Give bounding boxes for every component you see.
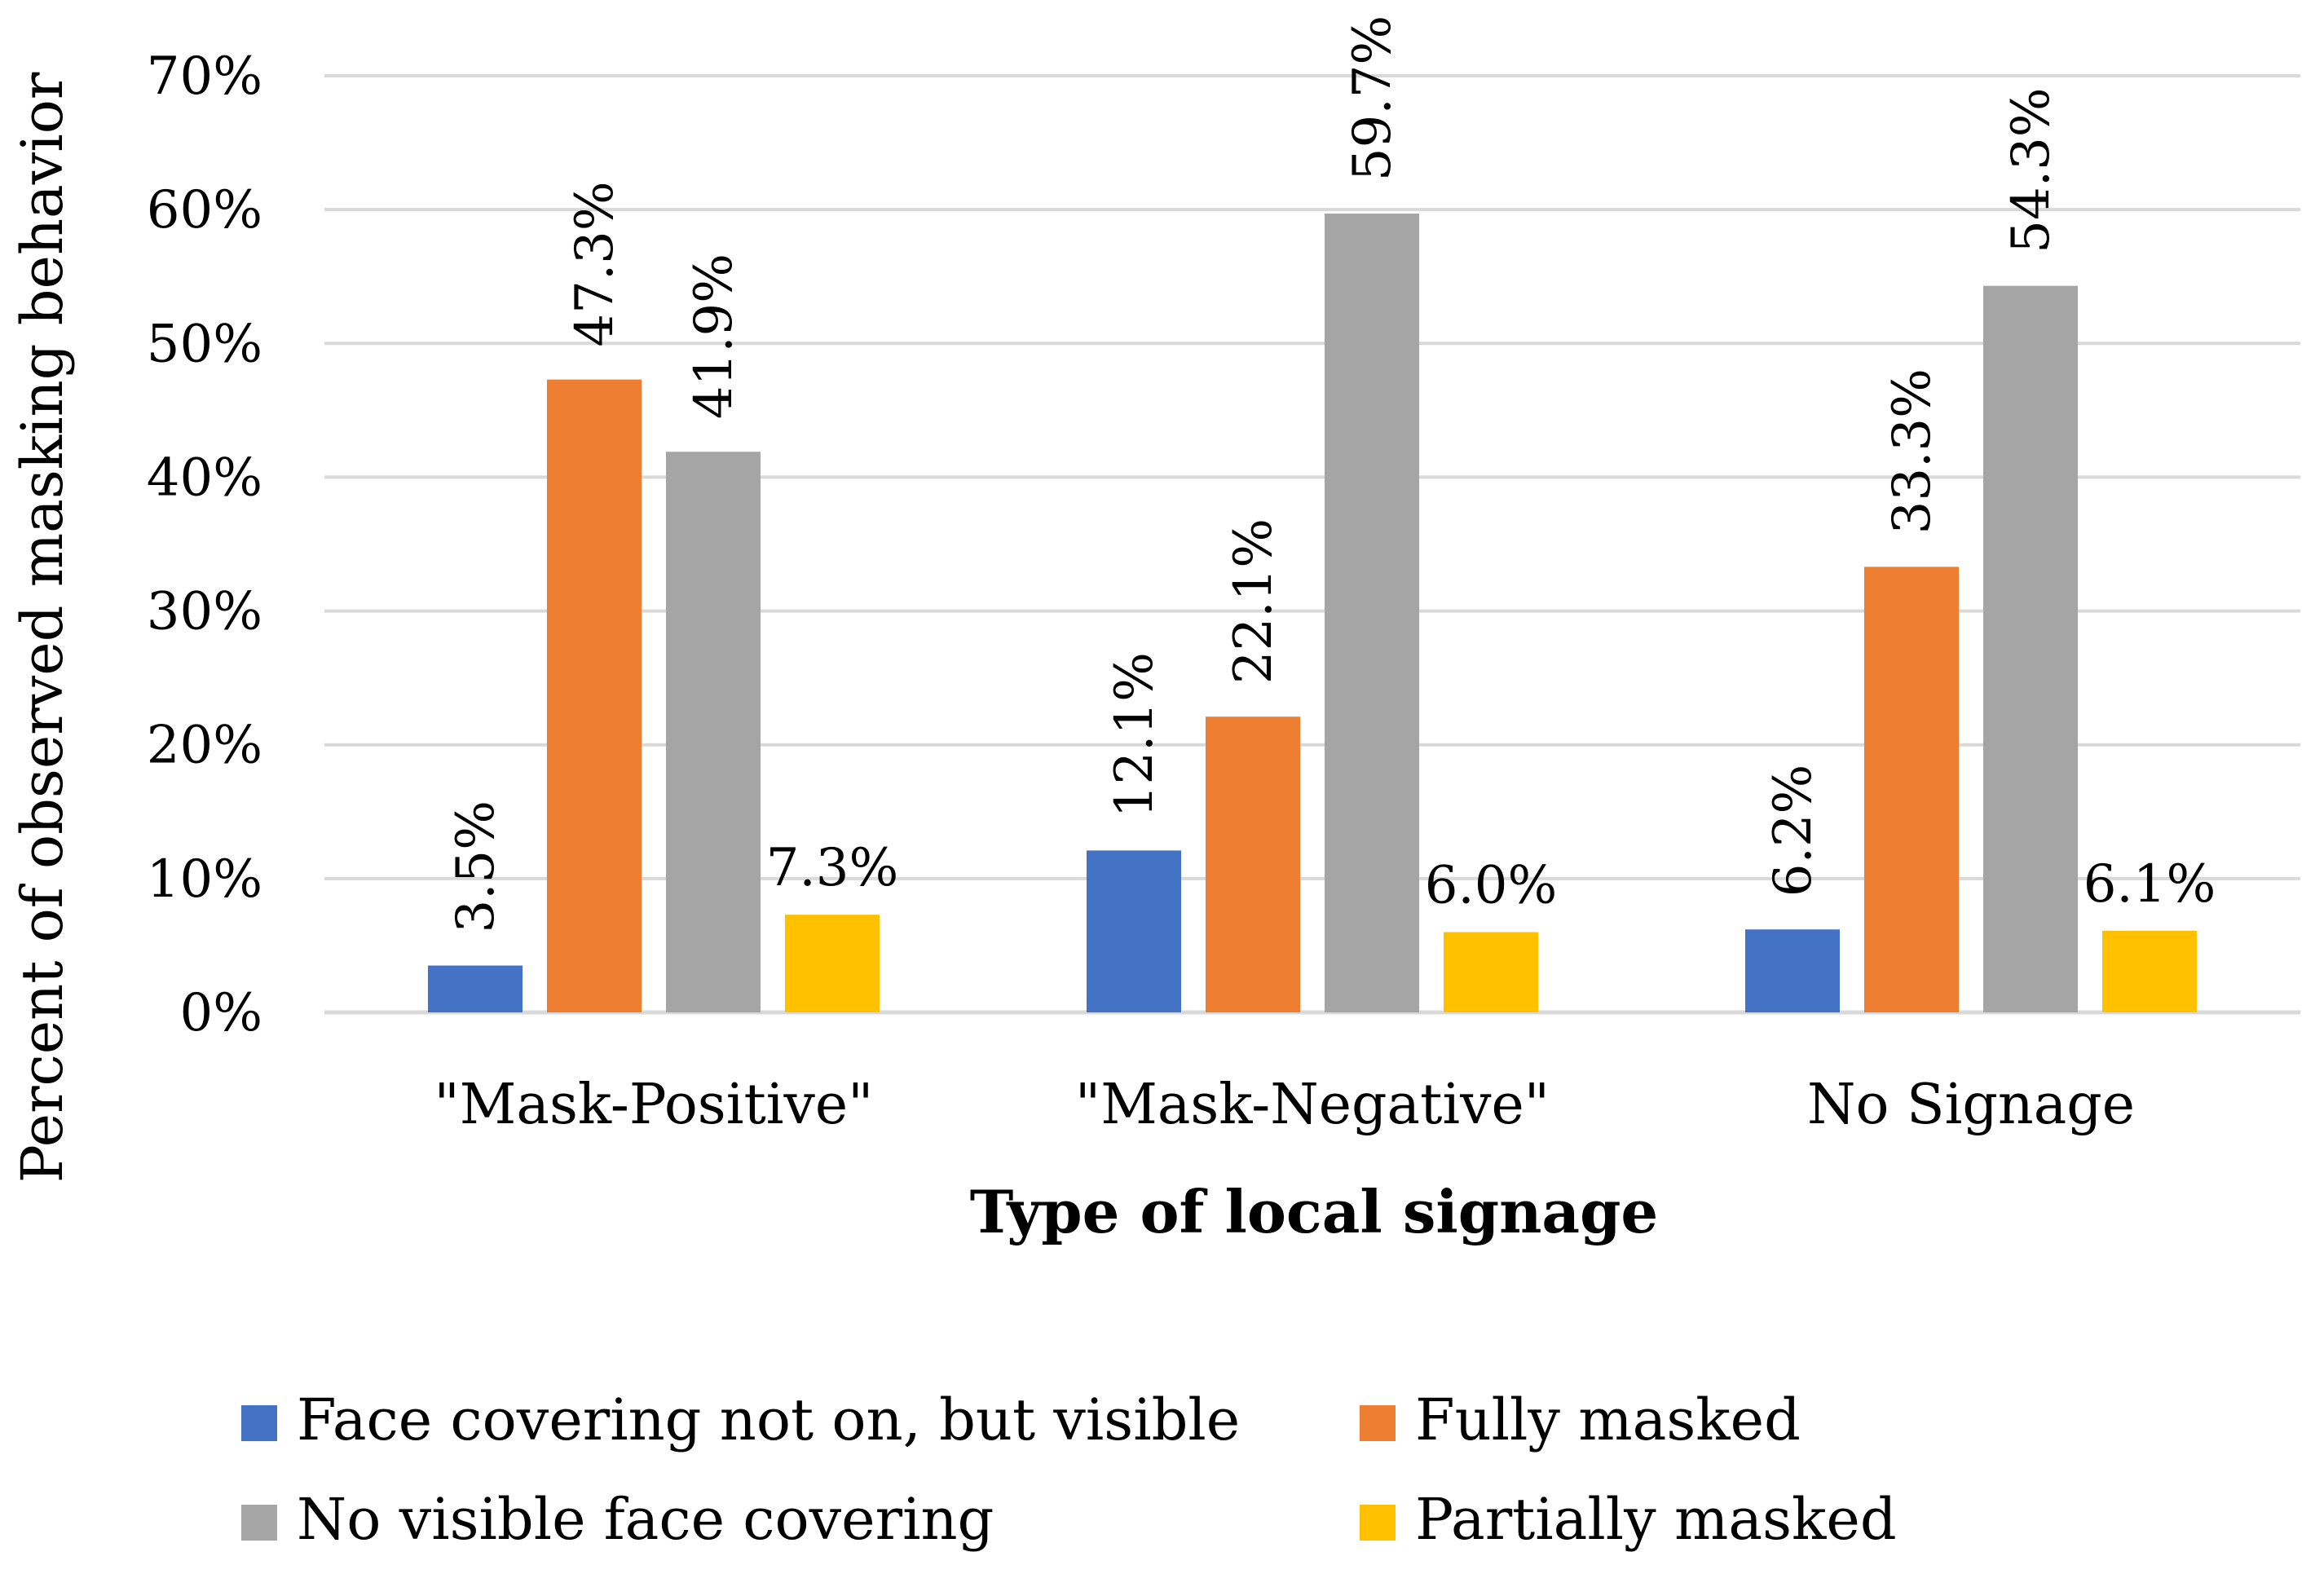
x-axis-title: Type of local signage bbox=[970, 1177, 1658, 1246]
y-tick-label: 40% bbox=[147, 447, 262, 508]
data-label: 3.5% bbox=[446, 800, 506, 933]
bar-no-visible bbox=[1325, 214, 1419, 1012]
bars bbox=[428, 214, 2197, 1013]
x-axis-categories: "Mask-Positive" "Mask-Negative" No Signage bbox=[434, 1073, 2135, 1137]
legend-swatch bbox=[1360, 1505, 1396, 1541]
y-axis-ticks: 0% 10% 20% 30% 40% 50% 60% 70% bbox=[147, 46, 262, 1043]
y-tick-label: 50% bbox=[147, 314, 262, 374]
legend-item: Partially masked bbox=[1360, 1486, 1897, 1553]
bar-fully-masked bbox=[1864, 567, 1959, 1012]
data-label: 6.2% bbox=[1763, 765, 1823, 897]
x-category-label: No Signage bbox=[1807, 1073, 2135, 1137]
data-label: 6.0% bbox=[1425, 856, 1558, 916]
y-axis-title: Percent of observed masking behavior bbox=[9, 72, 76, 1183]
legend-swatch bbox=[241, 1505, 277, 1541]
legend-item: Face covering not on, but visible bbox=[241, 1387, 1240, 1453]
legend-item: No visible face covering bbox=[241, 1486, 994, 1553]
bar-partially-masked bbox=[1444, 932, 1538, 1012]
y-tick-label: 60% bbox=[147, 180, 262, 240]
y-tick-label: 20% bbox=[147, 716, 262, 776]
data-label: 7.3% bbox=[766, 838, 899, 898]
data-label: 6.1% bbox=[2084, 854, 2216, 915]
bar-not-on-visible bbox=[428, 965, 523, 1012]
bar-fully-masked bbox=[547, 379, 642, 1013]
data-label: 41.9% bbox=[684, 254, 744, 419]
y-tick-label: 30% bbox=[147, 582, 262, 642]
data-label: 12.1% bbox=[1105, 652, 1165, 818]
y-tick-label: 70% bbox=[147, 46, 262, 107]
legend: Face covering not on, but visible Fully m… bbox=[241, 1387, 1897, 1553]
y-tick-label: 10% bbox=[147, 849, 262, 910]
gridlines bbox=[324, 74, 2300, 1015]
legend-label: Fully masked bbox=[1415, 1387, 1801, 1453]
legend-item: Fully masked bbox=[1360, 1387, 1801, 1453]
bar-not-on-visible bbox=[1745, 929, 1840, 1012]
data-label: 54.3% bbox=[2001, 87, 2061, 253]
bar-no-visible bbox=[1983, 285, 2078, 1012]
data-label: 59.7% bbox=[1343, 15, 1403, 181]
data-label: 22.1% bbox=[1224, 518, 1284, 684]
legend-label: Partially masked bbox=[1415, 1486, 1897, 1553]
legend-label: No visible face covering bbox=[297, 1486, 994, 1553]
bar-partially-masked bbox=[785, 915, 880, 1012]
bar-not-on-visible bbox=[1087, 850, 1181, 1012]
bar-fully-masked bbox=[1206, 716, 1300, 1012]
x-category-label: "Mask-Negative" bbox=[1075, 1073, 1550, 1137]
legend-label: Face covering not on, but visible bbox=[297, 1387, 1240, 1453]
bar-no-visible bbox=[666, 452, 761, 1012]
data-label: 47.3% bbox=[565, 181, 625, 346]
bar-partially-masked bbox=[2102, 930, 2197, 1012]
x-category-label: "Mask-Positive" bbox=[434, 1073, 874, 1137]
data-labels: 3.5% 47.3% 41.9% 7.3% 12.1% 22.1% 59.7% 6.0% 6.2… bbox=[446, 15, 2216, 933]
legend-swatch bbox=[1360, 1405, 1396, 1441]
data-label: 33.3% bbox=[1882, 368, 1942, 534]
y-tick-label: 0% bbox=[179, 983, 262, 1043]
legend-swatch bbox=[241, 1405, 277, 1441]
